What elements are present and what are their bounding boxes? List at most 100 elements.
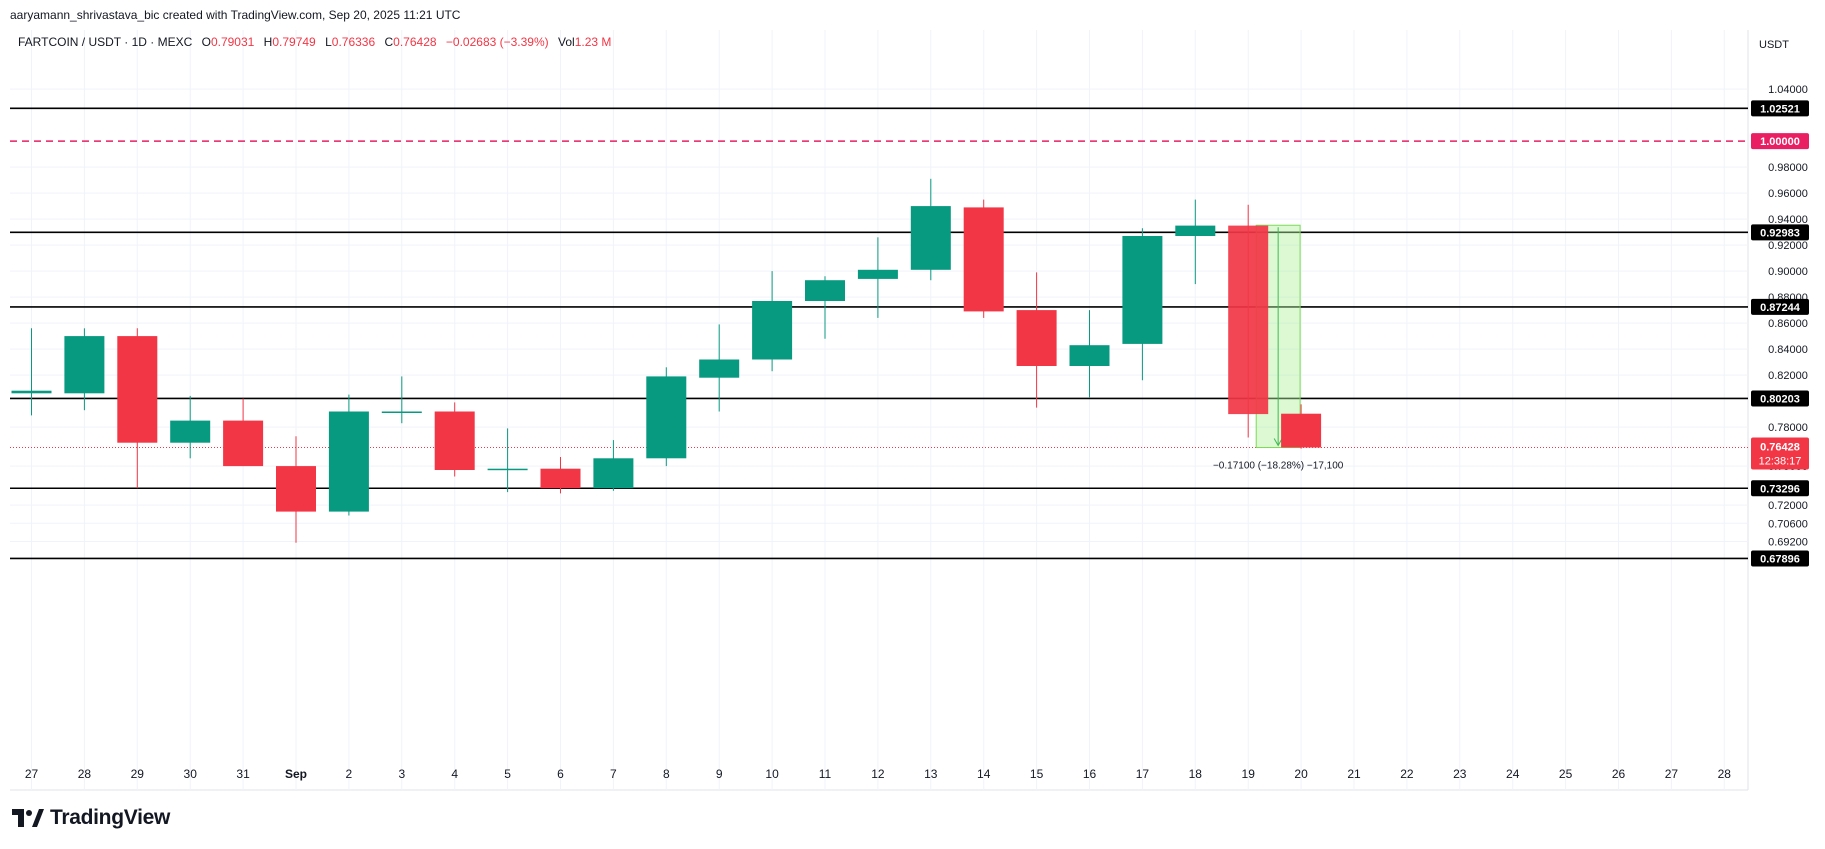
candle-body — [11, 390, 52, 394]
time-tick-label: 8 — [663, 767, 670, 781]
countdown-label: 12:38:17 — [1759, 456, 1802, 468]
time-tick-label: 2 — [346, 767, 353, 781]
bullish-candle — [593, 440, 634, 491]
time-tick-label: 11 — [819, 767, 832, 781]
time-tick-label: 5 — [504, 767, 511, 781]
time-tick-label: 3 — [398, 767, 405, 781]
legend-volume: 1.23 M — [575, 35, 612, 49]
time-tick-label: Sep — [285, 767, 307, 781]
candle-body — [381, 411, 422, 413]
legend-open: 0.79031 — [211, 35, 255, 49]
candle-body — [1175, 225, 1216, 236]
bullish-candle — [646, 367, 687, 467]
bullish-candle — [11, 328, 52, 416]
price-tick-label: 0.96000 — [1768, 188, 1808, 200]
bullish-candle — [1175, 199, 1216, 285]
price-tick-label: 0.90000 — [1768, 266, 1808, 278]
candle-body — [64, 336, 105, 394]
level-price-tag-bg — [1751, 390, 1809, 407]
time-tick-label: 21 — [1347, 767, 1361, 781]
time-tick-label: 22 — [1400, 767, 1414, 781]
legend-volume-label: Vol — [558, 35, 575, 49]
time-tick-label: 24 — [1506, 767, 1520, 781]
bearish-candle — [1016, 272, 1057, 408]
candle-body — [328, 411, 369, 512]
bearish-candle — [1281, 404, 1322, 449]
bullish-candle — [699, 324, 740, 412]
price-tick-label: 0.70600 — [1768, 518, 1808, 530]
time-tick-label: 4 — [451, 767, 458, 781]
price-axis[interactable]: USDT 1.04000 0.98000 0.96000 0.94000 0.92000… — [1751, 39, 1809, 567]
candle-body — [646, 376, 687, 459]
brand-name: TradingView — [50, 806, 171, 829]
price-tick-label: 0.78000 — [1768, 422, 1808, 434]
candle-body — [223, 420, 264, 467]
legend-close-label: C — [385, 35, 394, 49]
candle-body — [699, 359, 740, 378]
time-tick-label: 30 — [184, 767, 198, 781]
candle-body — [276, 466, 316, 512]
time-tick-label: 7 — [610, 767, 617, 781]
price-tick-label: 0.86000 — [1768, 318, 1808, 330]
time-tick-label: 18 — [1189, 767, 1203, 781]
time-tick-label: 6 — [557, 767, 564, 781]
legend-low: 0.76336 — [332, 35, 376, 49]
bearish-candle — [963, 199, 1004, 318]
bullish-candle — [487, 428, 528, 493]
bullish-candle — [328, 394, 369, 516]
svg-text:FARTCOIN / USDT · 1D · MEXC: FARTCOIN / USDT · 1D · MEXC O0.79031 H 0.… — [18, 35, 611, 49]
time-tick-label: 28 — [1718, 767, 1732, 781]
time-tick-label: 31 — [236, 767, 250, 781]
time-tick-label: 16 — [1083, 767, 1097, 781]
currency-label: USDT — [1759, 39, 1789, 51]
level-price-tag: 0.80203 — [1760, 393, 1800, 405]
time-tick-label: 19 — [1242, 767, 1256, 781]
last-price-tag: 0.76428 — [1760, 442, 1800, 454]
bullish-candle — [1069, 310, 1110, 398]
price-tick-label: 0.92000 — [1768, 240, 1808, 252]
tradingview-logo[interactable]: TradingView — [12, 806, 170, 830]
price-tick-label: 0.94000 — [1768, 214, 1808, 226]
candle-body — [117, 336, 158, 443]
time-tick-label: 29 — [131, 767, 145, 781]
time-tick-label: 25 — [1559, 767, 1573, 781]
price-tick-label: 0.98000 — [1768, 162, 1808, 174]
level-price-tag-bg — [1751, 100, 1809, 117]
bearish-candle — [276, 436, 316, 543]
candle-body — [1281, 413, 1322, 448]
legend-high-label: H — [264, 35, 273, 49]
candle-body — [1122, 236, 1163, 344]
time-tick-label: 23 — [1453, 767, 1467, 781]
bearish-candle — [1228, 204, 1269, 438]
legend-low-label: L — [325, 35, 332, 49]
level-price-tag: 0.92983 — [1760, 227, 1800, 239]
measure-label: −0.17100 (−18.28%) −17,100 — [1213, 461, 1344, 472]
time-tick-label: 15 — [1030, 767, 1044, 781]
time-tick-label: 26 — [1612, 767, 1626, 781]
legend-open-label: O — [202, 35, 211, 49]
chart-legend: FARTCOIN / USDT · 1D · MEXC O0.79031 H 0.… — [18, 35, 611, 49]
bullish-candle — [805, 276, 845, 339]
bullish-candle — [381, 376, 422, 424]
time-tick-label: 17 — [1136, 767, 1150, 781]
price-tick-label: 0.69200 — [1768, 537, 1808, 549]
candle-body — [593, 458, 634, 489]
candle-body — [857, 269, 898, 279]
level-price-tag-bg — [1751, 480, 1809, 497]
grid — [10, 30, 1749, 791]
bullish-candle — [1122, 228, 1163, 381]
candle-body — [170, 420, 211, 443]
chart-credit: aaryamann_shrivastava_bic created with T… — [10, 8, 461, 22]
time-tick-label: 28 — [78, 767, 92, 781]
candle-body — [1069, 345, 1110, 366]
legend-symbol: FARTCOIN / USDT · 1D · MEXC — [18, 35, 193, 49]
bullish-candle — [64, 328, 105, 411]
last-price-tag-bg — [1751, 437, 1809, 470]
time-axis[interactable]: 27 28 29 30 31 Sep 2 3 4 5 6 7 8 9 10 11 12 13 14 15 16 17 18 1… — [25, 767, 1731, 781]
candlestick-chart[interactable]: −0.17100 (−18.28%) −17,100 USDT 1.04000 0… — [0, 0, 1825, 800]
time-tick-label: 20 — [1294, 767, 1308, 781]
candle-body — [752, 301, 793, 360]
price-tick-label: 0.72000 — [1768, 500, 1808, 512]
candle-body — [1016, 310, 1057, 366]
time-tick-label: 13 — [924, 767, 938, 781]
